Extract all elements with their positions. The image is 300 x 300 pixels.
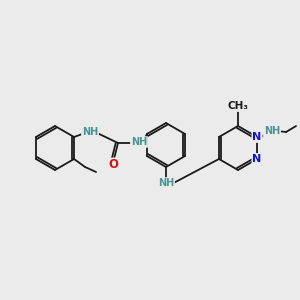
Text: NH: NH (158, 178, 174, 188)
Text: O: O (108, 158, 118, 172)
Text: NH: NH (82, 127, 98, 137)
Text: N: N (252, 132, 262, 142)
Text: N: N (252, 154, 262, 164)
Text: CH₃: CH₃ (227, 101, 248, 111)
Text: NH: NH (131, 137, 147, 147)
Text: NH: NH (264, 126, 280, 136)
